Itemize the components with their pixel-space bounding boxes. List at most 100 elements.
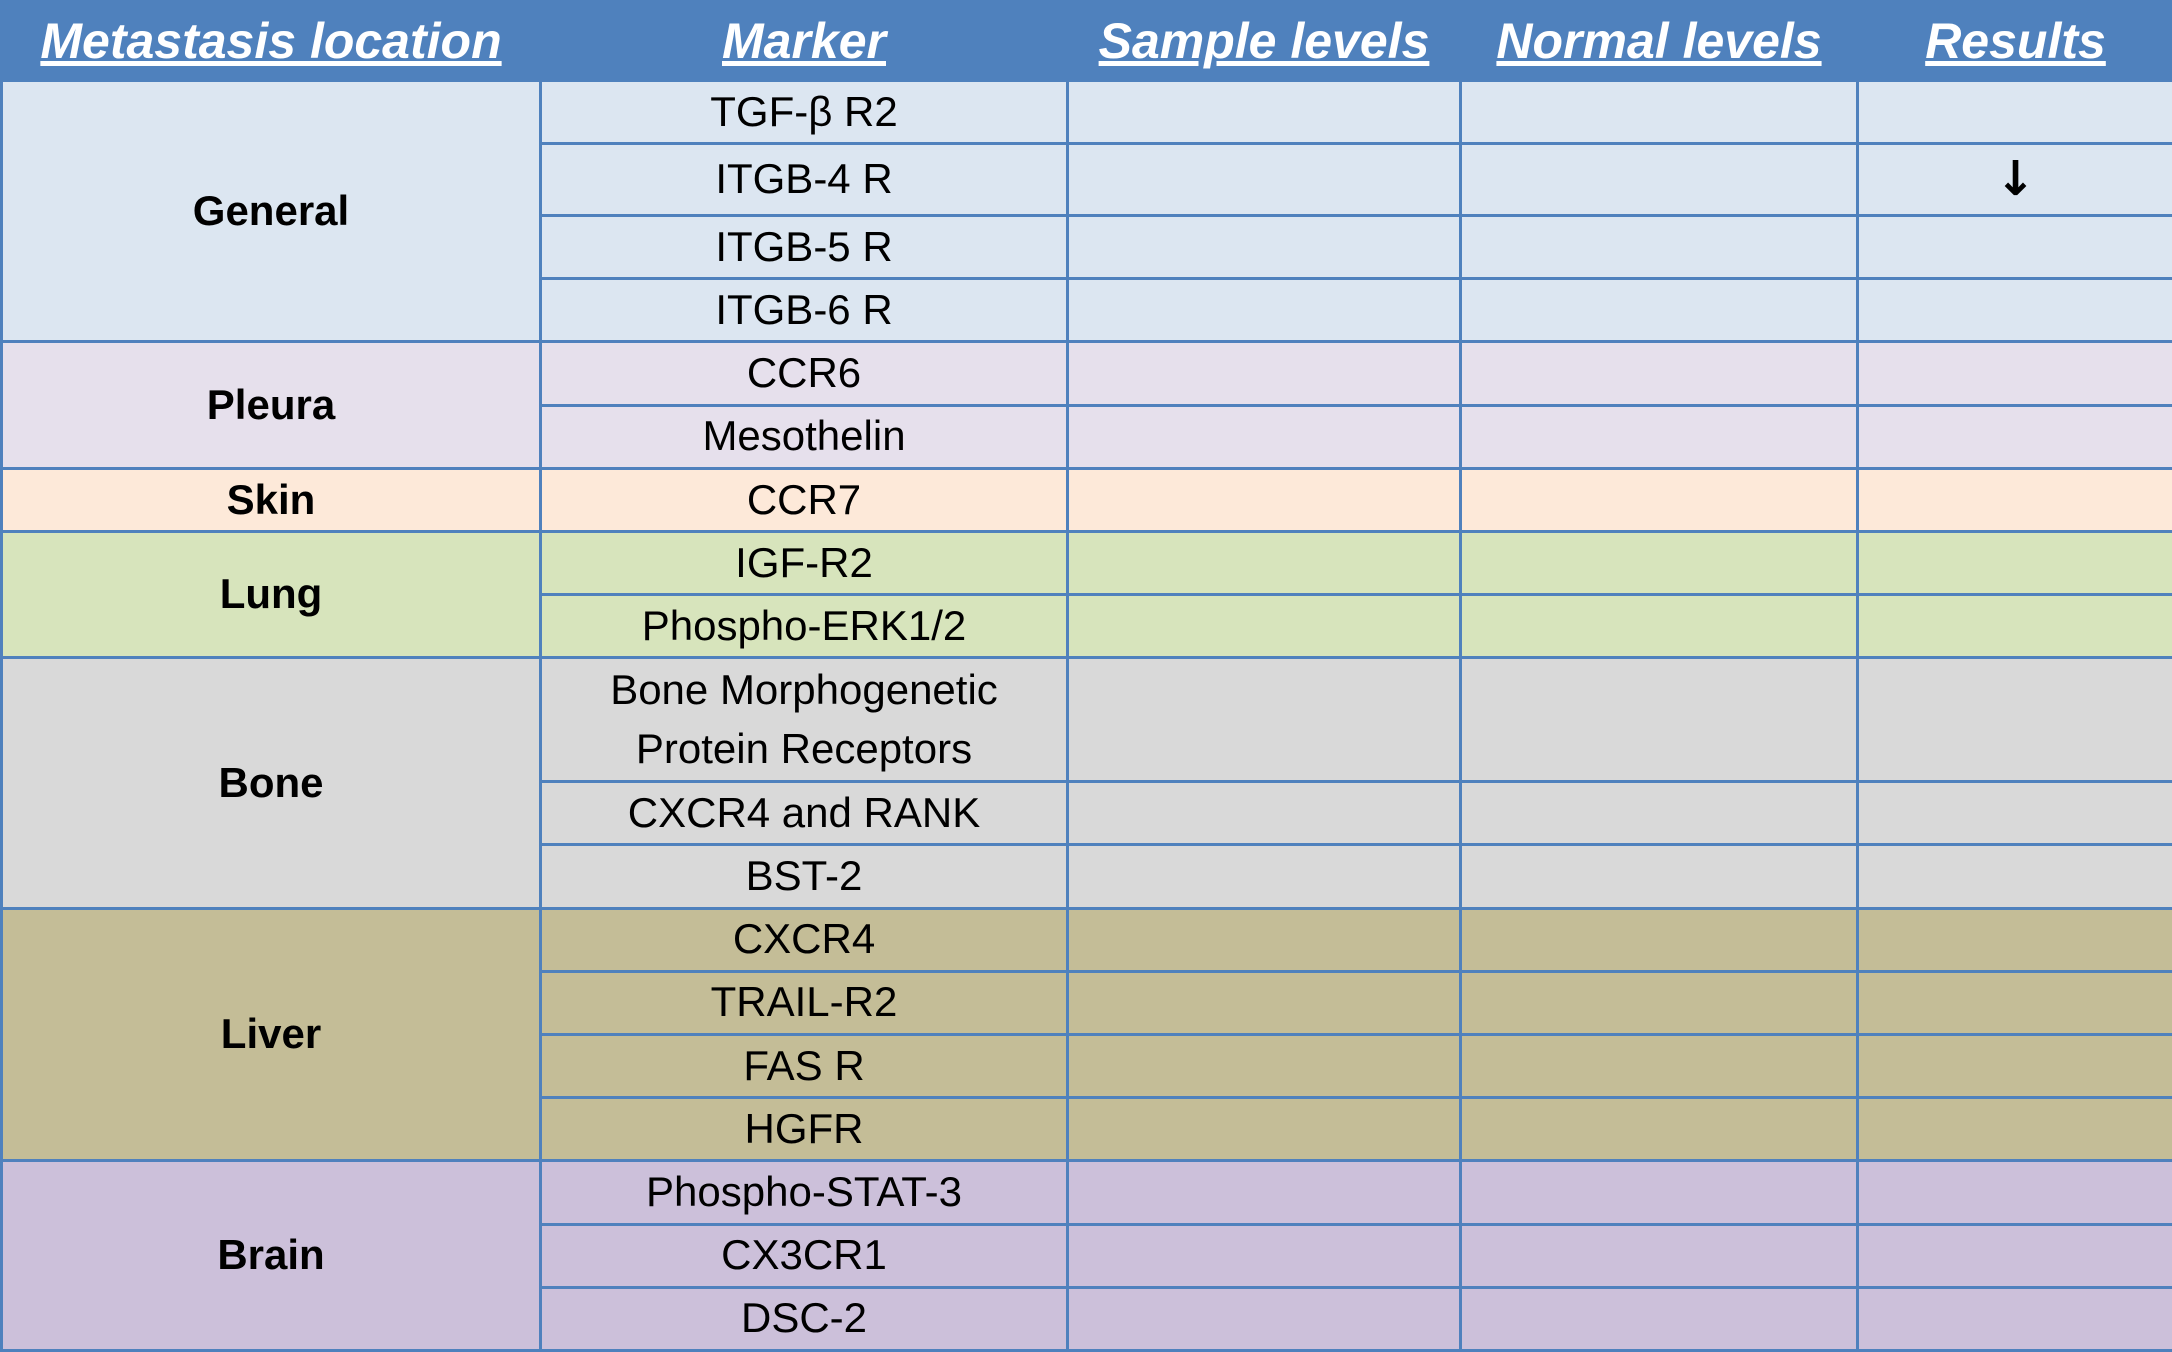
normal-level-cell xyxy=(1459,78,1859,146)
table-row: Liver CXCR4 xyxy=(0,906,2172,1163)
table-row: Skin CCR7 xyxy=(0,466,2172,534)
header-row: Metastasis location Marker Sample levels… xyxy=(0,0,2172,82)
result-cell xyxy=(1856,1159,2172,1226)
location-brain: Brain xyxy=(0,1159,542,1352)
sample-level-cell xyxy=(1066,593,1462,660)
sample-level-cell xyxy=(1066,529,1462,597)
marker-cell: CXCR4 and RANK xyxy=(539,780,1069,847)
normal-level-cell xyxy=(1459,1032,1859,1100)
table-row: Lung IGF-R2 xyxy=(0,529,2172,660)
table-row: ITGB-4 R ↓ xyxy=(2,142,2172,217)
normal-level-cell xyxy=(1459,906,1859,973)
normal-level-cell xyxy=(1459,656,1859,784)
result-cell xyxy=(1856,1032,2172,1100)
location-skin: Skin xyxy=(0,466,542,534)
result-cell xyxy=(1856,906,2172,973)
header-sample-levels: Sample levels xyxy=(1066,0,1462,82)
normal-level-cell xyxy=(1459,843,1859,910)
location-lung: Lung xyxy=(0,529,542,660)
sample-level-cell xyxy=(1066,213,1462,281)
result-cell xyxy=(1856,213,2172,281)
table-row: HGFR xyxy=(2,1096,2172,1163)
normal-level-cell xyxy=(1459,969,1859,1036)
marker-cell: ITGB-4 R xyxy=(539,142,1069,217)
table-row: BST-2 xyxy=(2,843,2172,910)
marker-cell: ITGB-5 R xyxy=(539,213,1069,281)
normal-level-cell xyxy=(1459,780,1859,847)
location-liver: Liver xyxy=(0,906,542,1163)
table-row: Brain Phospho-STAT-3 xyxy=(0,1159,2172,1352)
result-cell xyxy=(1856,1222,2172,1289)
sample-level-cell xyxy=(1066,969,1462,1036)
result-cell xyxy=(1856,340,2172,407)
table-row: CXCR4 and RANK xyxy=(2,780,2172,847)
marker-cell: CXCR4 xyxy=(539,906,1069,973)
table-row: FAS R xyxy=(2,1032,2172,1100)
location-bone: Bone xyxy=(0,656,542,910)
normal-level-cell xyxy=(1459,529,1859,597)
sample-level-cell xyxy=(1066,340,1462,407)
table-row: ITGB-6 R xyxy=(2,277,2172,344)
marker-cell: DSC-2 xyxy=(539,1285,1069,1352)
result-cell xyxy=(1856,780,2172,847)
result-cell xyxy=(1856,403,2172,470)
normal-level-cell xyxy=(1459,1222,1859,1289)
table-row: General TGF-β R2 xyxy=(0,78,2172,344)
normal-level-cell xyxy=(1459,466,1859,534)
marker-cell: CCR7 xyxy=(539,466,1069,534)
normal-level-cell xyxy=(1459,213,1859,281)
normal-level-cell xyxy=(1459,340,1859,407)
result-cell xyxy=(1856,593,2172,660)
header-normal-levels: Normal levels xyxy=(1459,0,1859,82)
marker-cell: Bone Morphogenetic Protein Receptors xyxy=(539,656,1069,784)
table-row: Pleura CCR6 xyxy=(0,340,2172,470)
normal-level-cell xyxy=(1459,1159,1859,1226)
sample-level-cell xyxy=(1066,1096,1462,1163)
header-results: Results xyxy=(1856,0,2172,82)
normal-level-cell xyxy=(1459,1285,1859,1352)
marker-cell: CX3CR1 xyxy=(539,1222,1069,1289)
table-row: TRAIL-R2 xyxy=(2,969,2172,1036)
normal-level-cell xyxy=(1459,403,1859,470)
table-row: Mesothelin xyxy=(2,403,2172,470)
sample-level-cell xyxy=(1066,1285,1462,1352)
marker-cell: Phospho-ERK1/2 xyxy=(539,593,1069,660)
sample-level-cell xyxy=(1066,843,1462,910)
table-row: Bone Bone Morphogenetic Protein Receptor… xyxy=(0,656,2172,910)
result-cell xyxy=(1856,78,2172,146)
sample-level-cell xyxy=(1066,466,1462,534)
location-general: General xyxy=(0,78,542,344)
marker-cell: CCR6 xyxy=(539,340,1069,407)
normal-level-cell xyxy=(1459,277,1859,344)
marker-cell: Mesothelin xyxy=(539,403,1069,470)
sample-level-cell xyxy=(1066,78,1462,146)
result-cell xyxy=(1856,466,2172,534)
normal-level-cell xyxy=(1459,1096,1859,1163)
marker-cell: IGF-R2 xyxy=(539,529,1069,597)
result-cell xyxy=(1856,843,2172,910)
table-row: CX3CR1 xyxy=(2,1222,2172,1289)
marker-cell: TRAIL-R2 xyxy=(539,969,1069,1036)
sample-level-cell xyxy=(1066,906,1462,973)
sample-level-cell xyxy=(1066,780,1462,847)
sample-level-cell xyxy=(1066,1159,1462,1226)
table-row: DSC-2 xyxy=(2,1285,2172,1352)
marker-cell: Phospho-STAT-3 xyxy=(539,1159,1069,1226)
result-cell xyxy=(1856,529,2172,597)
sample-level-cell xyxy=(1066,142,1462,217)
header-marker: Marker xyxy=(539,0,1069,82)
result-cell xyxy=(1856,656,2172,784)
sample-level-cell xyxy=(1066,656,1462,784)
sample-level-cell xyxy=(1066,1032,1462,1100)
table-row: ITGB-5 R xyxy=(2,213,2172,281)
marker-cell: HGFR xyxy=(539,1096,1069,1163)
normal-level-cell xyxy=(1459,593,1859,660)
sample-level-cell xyxy=(1066,277,1462,344)
result-cell xyxy=(1856,277,2172,344)
location-pleura: Pleura xyxy=(0,340,542,470)
marker-cell: ITGB-6 R xyxy=(539,277,1069,344)
sample-level-cell xyxy=(1066,1222,1462,1289)
table-row: Phospho-ERK1/2 xyxy=(2,593,2172,660)
header-location: Metastasis location xyxy=(0,0,542,82)
